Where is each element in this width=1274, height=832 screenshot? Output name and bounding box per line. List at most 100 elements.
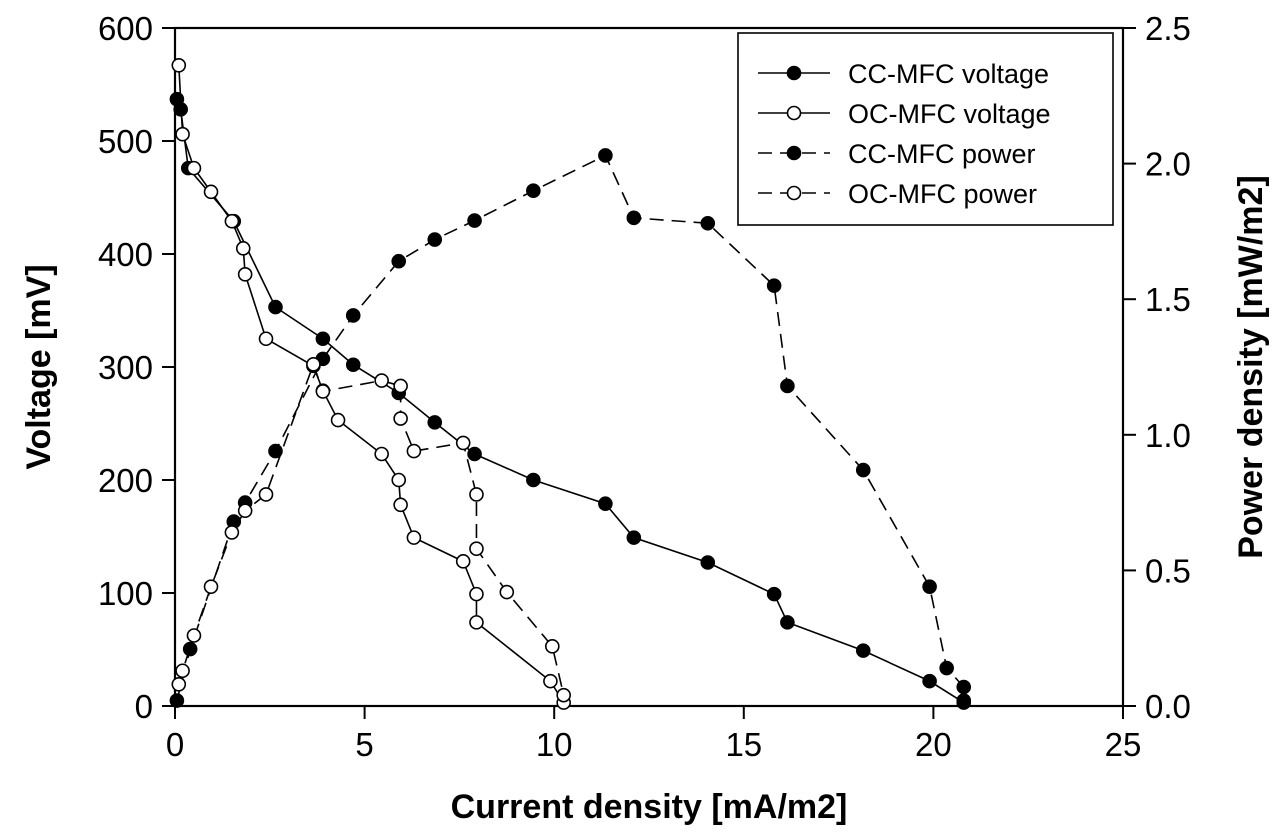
- data-point: [499, 584, 515, 600]
- y-axis-title: Voltage [mV]: [20, 264, 58, 469]
- data-point: [345, 357, 361, 373]
- data-point: [766, 586, 782, 602]
- data-point: [526, 183, 541, 199]
- y2-tick-label: 1.0: [1145, 417, 1191, 454]
- data-point: [469, 487, 484, 502]
- legend-label: OC-MFC power: [848, 179, 1037, 209]
- data-point: [626, 210, 642, 226]
- data-point: [780, 615, 795, 630]
- data-point: [469, 615, 484, 630]
- data-point: [237, 503, 253, 519]
- y2-tick-label: 2.0: [1145, 146, 1191, 183]
- data-point: [345, 308, 361, 323]
- data-point: [393, 497, 408, 513]
- data-point: [427, 415, 443, 430]
- data-point: [556, 687, 571, 703]
- data-point: [171, 57, 187, 73]
- y2-axis-title: Power density [mW/m2]: [1232, 175, 1270, 559]
- legend-entry: OC-MFC voltage: [758, 99, 1051, 129]
- x-axis-title: Current density [mA/m2]: [451, 788, 848, 826]
- data-point: [186, 628, 202, 643]
- legend-marker: [786, 145, 802, 161]
- legend: CC-MFC voltage OC-MFC voltage CC-MFC power…: [737, 32, 1114, 226]
- series-1: [171, 57, 571, 710]
- data-point: [258, 331, 274, 347]
- data-point: [203, 184, 219, 200]
- data-point: [626, 530, 642, 545]
- data-point: [455, 435, 471, 451]
- legend-label: CC-MFC power: [848, 139, 1036, 169]
- data-point: [766, 278, 782, 293]
- y2-tick-label: 0.0: [1145, 688, 1191, 725]
- data-point: [237, 267, 253, 282]
- data-point: [315, 331, 331, 347]
- data-point: [780, 378, 795, 394]
- data-point: [922, 673, 937, 689]
- data-point: [391, 472, 407, 488]
- y2-tick-label: 0.5: [1145, 552, 1191, 589]
- y-tick-label: 500: [98, 123, 153, 160]
- data-point: [469, 586, 484, 602]
- data-point: [469, 541, 484, 557]
- data-point: [406, 530, 422, 545]
- data-point: [186, 160, 202, 176]
- data-point: [427, 232, 443, 247]
- data-point: [315, 384, 331, 399]
- legend-label: CC-MFC voltage: [848, 59, 1049, 89]
- y-tick-label: 0: [135, 688, 153, 725]
- y-tick-label: 300: [98, 349, 153, 386]
- series-3: [171, 356, 571, 703]
- data-point: [268, 443, 283, 459]
- data-point: [406, 443, 422, 459]
- data-point: [393, 411, 408, 426]
- data-point: [700, 215, 716, 231]
- series-line: [176, 154, 965, 701]
- y2-tick-label: 2.5: [1145, 10, 1191, 47]
- data-point: [306, 356, 321, 372]
- data-point: [543, 673, 558, 689]
- axes: 0 5 10 15 20 25 0 100 200 300 400 500 600 0.0 0.5 1.0 1.…: [98, 10, 1191, 763]
- data-point: [171, 677, 187, 692]
- data-point: [939, 660, 954, 676]
- data-point: [175, 126, 190, 142]
- x-tick-label: 5: [355, 726, 373, 763]
- legend-marker: [786, 105, 802, 121]
- data-point: [169, 693, 185, 708]
- legend-entry: CC-MFC power: [758, 139, 1036, 169]
- y-tick-label: 400: [98, 236, 153, 273]
- data-point: [203, 579, 219, 594]
- y-tick-label: 200: [98, 462, 153, 499]
- data-point: [467, 446, 482, 462]
- data-point: [391, 253, 407, 269]
- data-point: [374, 446, 389, 462]
- data-point: [182, 641, 198, 657]
- y-tick-label: 600: [98, 10, 153, 47]
- data-point: [598, 496, 613, 512]
- series-line: [177, 65, 565, 704]
- series-2: [169, 148, 972, 708]
- legend-marker: [786, 185, 802, 201]
- data-point: [922, 579, 937, 594]
- legend-label: OC-MFC voltage: [848, 99, 1051, 129]
- data-point: [467, 213, 482, 228]
- data-point: [956, 679, 972, 695]
- data-point: [330, 412, 346, 428]
- data-point: [393, 378, 408, 394]
- data-point: [455, 554, 471, 569]
- data-point: [268, 299, 283, 315]
- legend-entry: CC-MFC voltage: [758, 59, 1049, 89]
- data-point: [526, 472, 541, 488]
- data-point: [598, 148, 613, 163]
- x-tick-label: 10: [536, 726, 573, 763]
- data-point: [700, 555, 716, 570]
- data-point: [545, 639, 560, 654]
- y-tick-label: 100: [98, 575, 153, 612]
- data-point: [235, 241, 251, 256]
- x-tick-label: 25: [1105, 726, 1142, 763]
- data-point: [175, 663, 190, 679]
- legend-marker: [786, 65, 802, 81]
- data-point: [374, 373, 389, 388]
- x-tick-label: 0: [166, 726, 184, 763]
